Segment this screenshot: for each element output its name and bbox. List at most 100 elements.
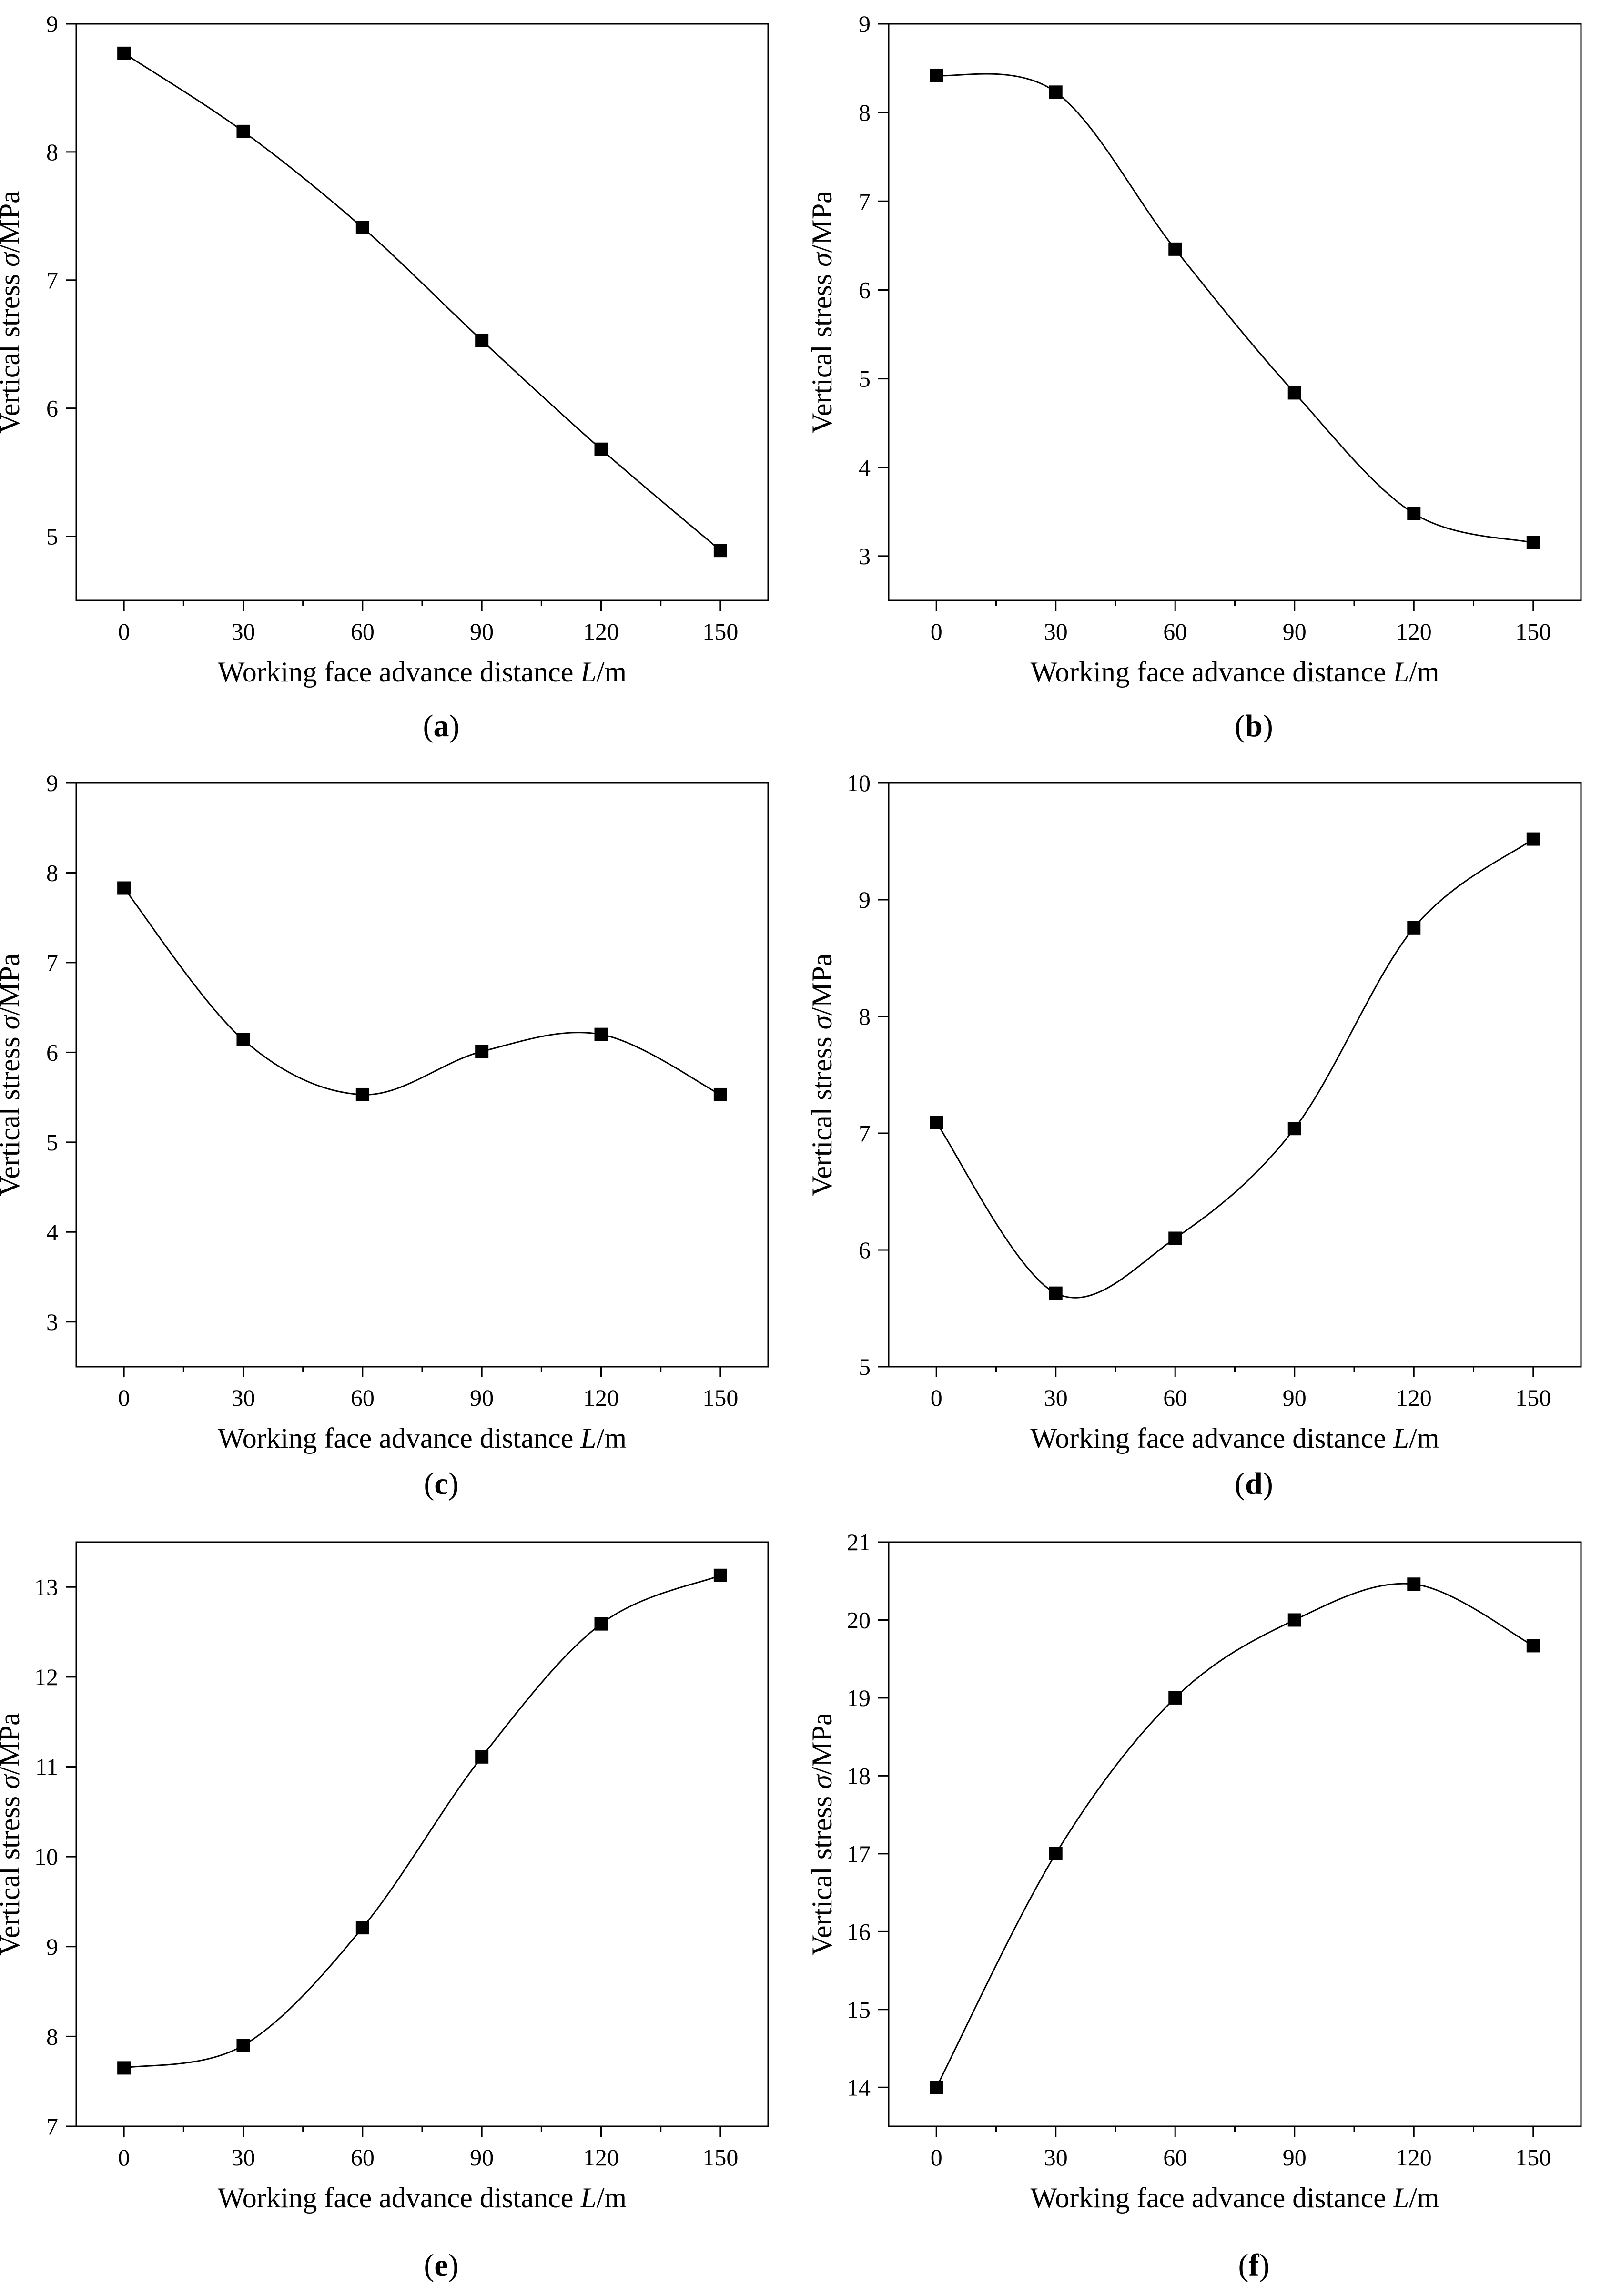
plot-frame — [888, 23, 1582, 601]
data-point-3 — [1168, 1691, 1182, 1705]
data-point-4 — [1287, 386, 1301, 400]
data-point-4 — [1287, 1122, 1301, 1136]
data-point-6 — [713, 544, 727, 558]
x-tick-label: 60 — [351, 1384, 375, 1411]
x-tick-label: 60 — [351, 618, 375, 645]
y-axis-title: Vertical stress σ/MPa — [806, 1713, 838, 1956]
chart-panel-c: 0 30 60 90 120 150 3 4 5 6 7 8 9 Working face advance… — [0, 770, 769, 1501]
data-point-5 — [1407, 921, 1421, 935]
y-axis-title: Vertical stress σ/MPa — [0, 1713, 25, 1956]
plot-frame — [75, 1541, 769, 2127]
data-point-3 — [1168, 242, 1182, 256]
x-axis-title: Working face advance distance L/m — [1030, 1422, 1439, 1454]
caption-e: (e) — [424, 2248, 458, 2283]
y-tick-label: 6 — [859, 276, 871, 303]
y-tick-label: 18 — [847, 1762, 871, 1789]
data-point-5 — [594, 1617, 608, 1631]
plot-frame — [888, 1541, 1582, 2127]
chart-panel-d: 0 30 60 90 120 150 5 6 7 8 9 10 Working face advance… — [806, 770, 1582, 1501]
data-point-5 — [594, 442, 608, 456]
data-point-2 — [236, 1033, 250, 1046]
plot-frame — [888, 782, 1582, 1368]
y-tick-label: 21 — [847, 1529, 871, 1555]
x-axis-title: Working face advance distance L/m — [218, 1422, 627, 1454]
x-tick-label: 90 — [470, 618, 494, 645]
data-point-5 — [1407, 1577, 1421, 1591]
y-tick-label: 6 — [46, 1039, 58, 1066]
x-tick-label: 120 — [583, 1384, 619, 1411]
y-axis-title: Vertical stress σ/MPa — [806, 191, 838, 434]
chart-panel-f: 0 30 60 90 120 150 14 15 16 17 18 19 20 21 Working fac… — [806, 1529, 1582, 2283]
x-axis-title: Working face advance distance L/m — [1030, 2182, 1439, 2214]
x-tick-label: 90 — [1283, 1384, 1307, 1411]
y-tick-label: 14 — [847, 2074, 871, 2101]
x-tick-label: 0 — [118, 618, 130, 645]
y-tick-label: 10 — [34, 1843, 58, 1870]
x-tick-label: 150 — [702, 1384, 738, 1411]
x-tick-label: 0 — [118, 2144, 130, 2171]
data-point-3 — [355, 1921, 369, 1935]
data-point-6 — [1526, 832, 1540, 846]
x-tick-label: 120 — [583, 2144, 619, 2171]
x-tick-label: 150 — [1515, 1384, 1551, 1411]
caption-b: (b) — [1235, 709, 1273, 743]
y-tick-label: 15 — [847, 1996, 871, 2023]
y-tick-label: 3 — [859, 543, 871, 569]
x-tick-label: 30 — [231, 1384, 255, 1411]
x-tick-label: 90 — [470, 2144, 494, 2171]
y-tick-label: 7 — [859, 1120, 871, 1147]
data-point-6 — [713, 1568, 727, 1582]
y-axis-title: Vertical stress σ/MPa — [806, 954, 838, 1197]
y-tick-label: 3 — [46, 1309, 58, 1335]
x-tick-label: 90 — [1283, 2144, 1307, 2171]
y-axis-title: Vertical stress σ/MPa — [0, 191, 25, 434]
data-point-2 — [1049, 1847, 1063, 1860]
x-tick-label: 150 — [1515, 2144, 1551, 2171]
series-line — [123, 887, 721, 1096]
plot-frame — [75, 23, 769, 601]
y-tick-label: 19 — [847, 1685, 871, 1711]
caption-a: (a) — [423, 709, 460, 743]
data-point-2 — [236, 2039, 250, 2052]
chart-panel-e: 0 30 60 90 120 150 7 8 9 10 11 12 13 Working face adv… — [0, 1541, 769, 2283]
x-tick-label: 0 — [931, 2144, 942, 2171]
y-tick-label: 9 — [859, 886, 871, 913]
data-point-1 — [930, 68, 943, 82]
y-tick-label: 7 — [46, 267, 58, 294]
x-tick-label: 0 — [118, 1384, 130, 1411]
x-tick-label: 120 — [1396, 618, 1432, 645]
data-point-4 — [1287, 1613, 1301, 1627]
data-point-6 — [1526, 1639, 1540, 1653]
y-tick-label: 5 — [46, 523, 58, 550]
data-point-1 — [930, 1116, 943, 1129]
y-tick-label: 8 — [859, 99, 871, 126]
caption-f: (f) — [1238, 2248, 1270, 2283]
x-tick-label: 120 — [1396, 2144, 1432, 2171]
data-point-1 — [117, 46, 131, 60]
chart-panel-a: 0 30 60 90 120 150 5 6 7 8 9 Working face advance d… — [0, 10, 769, 743]
x-axis-title: Working face advance distance L/m — [218, 656, 627, 688]
y-tick-label: 6 — [46, 395, 58, 422]
series-line — [123, 52, 721, 551]
y-tick-label: 10 — [847, 770, 871, 796]
y-tick-label: 9 — [46, 10, 58, 37]
data-point-4 — [475, 1750, 489, 1764]
chart-panel-b: 0 30 60 90 120 150 3 4 5 6 7 8 9 Working face advance… — [806, 10, 1582, 743]
y-tick-label: 17 — [847, 1840, 871, 1867]
x-tick-label: 30 — [231, 618, 255, 645]
data-point-3 — [355, 221, 369, 234]
y-tick-label: 8 — [46, 859, 58, 886]
x-tick-label: 60 — [1163, 1384, 1187, 1411]
y-tick-label: 8 — [859, 1003, 871, 1030]
series-line — [936, 73, 1534, 544]
x-tick-label: 90 — [470, 1384, 494, 1411]
x-tick-label: 60 — [351, 2144, 375, 2171]
y-tick-label: 7 — [859, 188, 871, 214]
y-tick-label: 4 — [859, 454, 871, 481]
data-point-3 — [1168, 1231, 1182, 1245]
y-tick-label: 9 — [46, 1933, 58, 1960]
y-tick-label: 4 — [46, 1219, 58, 1245]
y-axis-title: Vertical stress σ/MPa — [0, 954, 25, 1197]
x-tick-label: 150 — [1515, 618, 1551, 645]
